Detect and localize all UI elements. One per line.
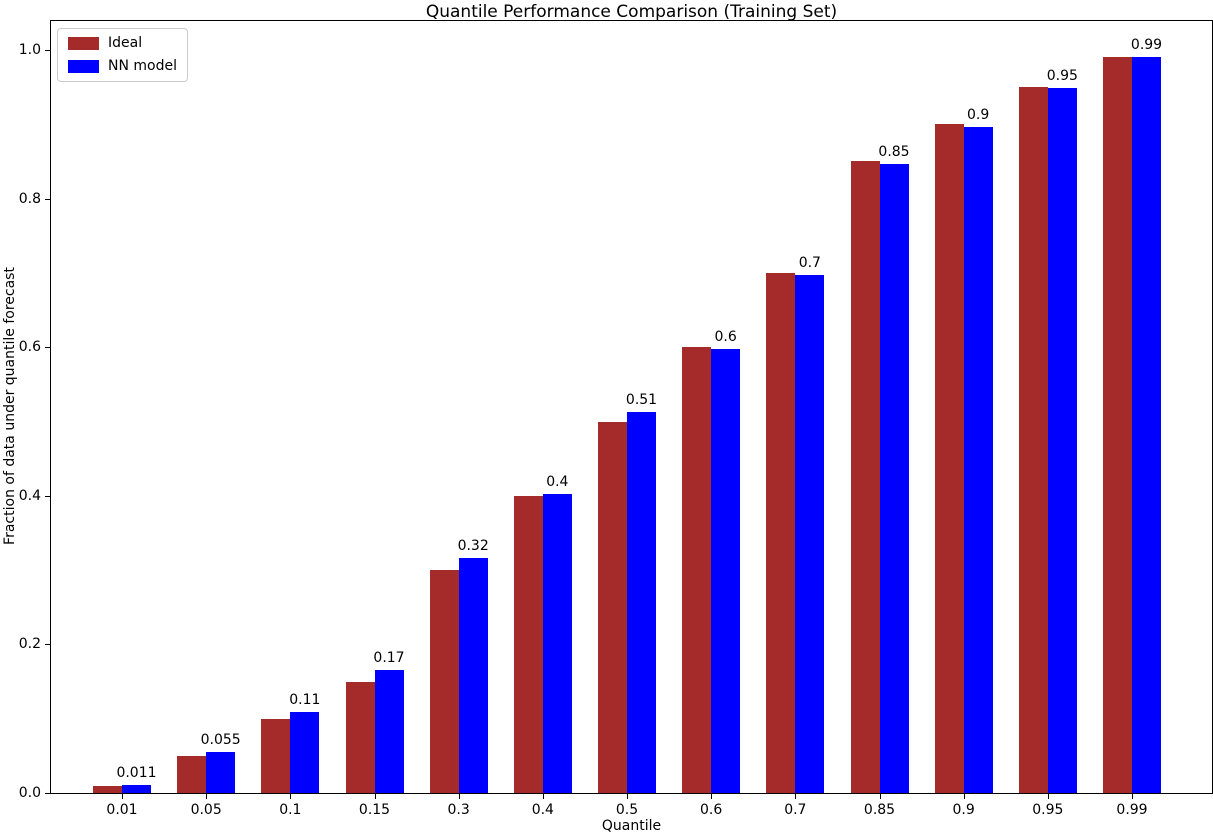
bar-nn-model-0.95 — [1047, 87, 1077, 793]
y-tick-mark — [45, 347, 50, 349]
legend: Ideal NN model — [57, 28, 188, 82]
bar-ideal-0.85 — [850, 161, 880, 793]
bar-value-label-0.95: 0.95 — [1046, 67, 1078, 84]
legend-swatch-icon — [68, 60, 99, 73]
bar-value-label-0.5: 0.51 — [625, 391, 658, 408]
x-tick-label-0.6: 0.6 — [700, 802, 723, 818]
legend-item: NN model — [68, 58, 177, 75]
legend-swatch-icon — [68, 37, 99, 50]
chart-title: Quantile Performance Comparison (Trainin… — [425, 2, 838, 22]
bar-nn-model-0.1 — [290, 712, 320, 793]
y-tick-label-0.0: 0.0 — [18, 785, 41, 801]
bar-value-label-0.99: 0.99 — [1130, 36, 1163, 53]
bar-ideal-0.9 — [934, 124, 964, 793]
y-tick-label-1.0: 1.0 — [18, 42, 41, 58]
x-tick-label-0.01: 0.01 — [106, 802, 138, 818]
bar-nn-model-0.15 — [374, 669, 404, 793]
x-axis-label: Quantile — [601, 818, 662, 834]
bar-ideal-0.01 — [93, 785, 122, 793]
x-tick-label-0.85: 0.85 — [863, 802, 896, 818]
bar-ideal-0.5 — [598, 421, 627, 793]
bar-nn-model-0.6 — [711, 349, 741, 793]
y-tick-mark — [45, 50, 50, 51]
bar-nn-model-0.99 — [1132, 56, 1161, 793]
legend-label: NN model — [108, 58, 177, 74]
bar-value-label-0.85: 0.85 — [878, 143, 910, 160]
x-tick-label-0.7: 0.7 — [784, 802, 807, 818]
x-tick-mark — [290, 794, 292, 799]
bar-nn-model-0.01 — [122, 784, 151, 793]
x-tick-mark — [627, 794, 628, 799]
x-tick-label-0.4: 0.4 — [531, 802, 554, 818]
y-tick-label-0.2: 0.2 — [18, 636, 41, 653]
x-tick-mark — [206, 794, 208, 799]
bar-ideal-0.7 — [766, 272, 796, 793]
x-tick-mark — [374, 794, 376, 799]
x-tick-mark — [122, 794, 123, 799]
bar-nn-model-0.5 — [627, 411, 656, 793]
bar-value-label-0.1: 0.11 — [289, 692, 321, 708]
x-tick-label-0.95: 0.95 — [1032, 802, 1064, 818]
x-tick-mark — [963, 794, 965, 799]
axis-spine-bottom — [50, 793, 1213, 794]
x-tick-label-0.9: 0.9 — [952, 802, 975, 818]
bar-ideal-0.6 — [682, 347, 712, 793]
bar-value-label-0.15: 0.17 — [373, 649, 405, 666]
bar-value-label-0.6: 0.6 — [714, 329, 737, 346]
y-tick-mark — [45, 644, 50, 646]
legend-item: Ideal — [68, 35, 177, 52]
bar-nn-model-0.05 — [206, 752, 236, 793]
x-tick-label-0.5: 0.5 — [615, 802, 639, 818]
bar-ideal-0.95 — [1018, 87, 1048, 793]
y-tick-mark — [45, 495, 50, 497]
bar-nn-model-0.85 — [879, 163, 909, 793]
x-tick-mark — [711, 794, 713, 799]
x-tick-mark — [458, 794, 460, 799]
y-tick-label-0.6: 0.6 — [18, 339, 41, 356]
x-tick-label-0.99: 0.99 — [1116, 802, 1148, 818]
x-tick-label-0.3: 0.3 — [447, 802, 470, 818]
bar-ideal-0.4 — [513, 495, 543, 793]
x-tick-label-0.15: 0.15 — [358, 802, 391, 818]
x-tick-label-0.1: 0.1 — [279, 802, 302, 818]
x-tick-mark — [1132, 794, 1133, 799]
bar-ideal-0.15 — [345, 681, 375, 793]
bar-ideal-0.99 — [1103, 57, 1132, 793]
bar-value-label-0.4: 0.4 — [546, 474, 569, 491]
bar-value-label-0.05: 0.055 — [200, 732, 241, 749]
axis-spine-top — [50, 20, 1213, 21]
bar-value-label-0.7: 0.7 — [798, 255, 821, 272]
bar-nn-model-0.9 — [963, 126, 993, 793]
x-tick-mark — [1047, 794, 1049, 799]
bar-nn-model-0.4 — [542, 494, 572, 793]
legend-label: Ideal — [108, 35, 143, 51]
y-tick-mark — [45, 793, 50, 794]
x-tick-mark — [542, 794, 544, 799]
x-tick-mark — [795, 794, 797, 799]
y-tick-label-0.4: 0.4 — [18, 487, 41, 504]
bar-value-label-0.01: 0.011 — [116, 764, 157, 781]
bar-ideal-0.1 — [261, 718, 291, 793]
x-tick-mark — [879, 794, 881, 799]
bar-value-label-0.3: 0.32 — [457, 538, 489, 555]
bar-nn-model-0.7 — [795, 275, 825, 793]
bar-nn-model-0.3 — [458, 558, 488, 793]
axis-spine-left — [50, 20, 51, 794]
x-tick-label-0.05: 0.05 — [190, 802, 222, 818]
y-tick-label-0.8: 0.8 — [18, 190, 41, 207]
bar-value-label-0.9: 0.9 — [967, 106, 990, 123]
bar-ideal-0.3 — [429, 570, 459, 793]
bar-ideal-0.05 — [177, 755, 207, 793]
y-tick-mark — [45, 198, 50, 200]
